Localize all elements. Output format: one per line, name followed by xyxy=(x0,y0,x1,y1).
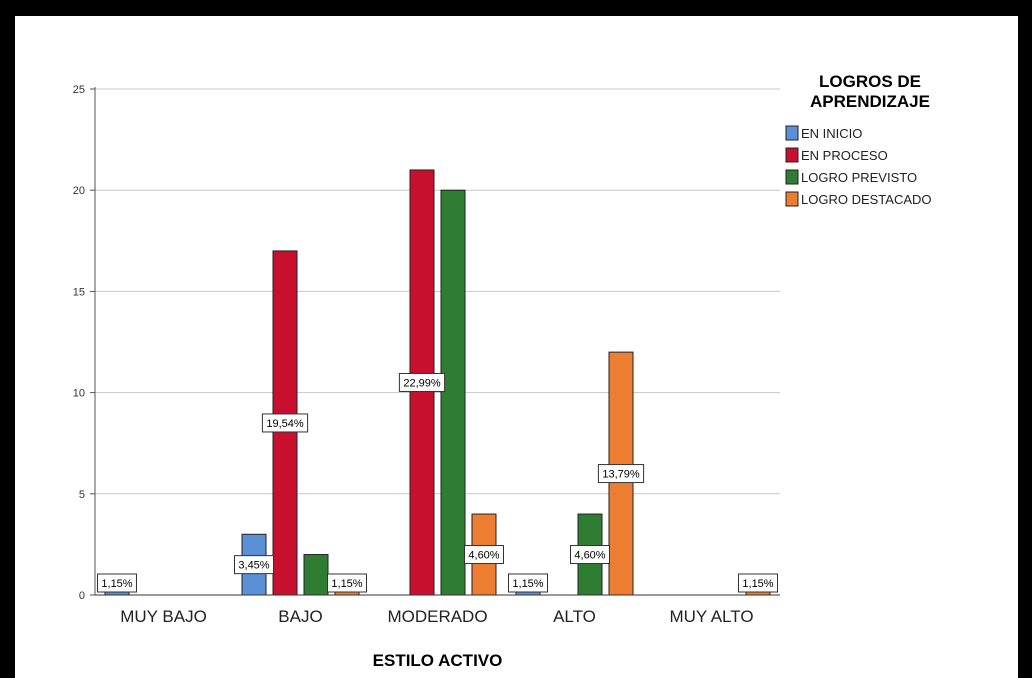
legend-swatch xyxy=(785,147,799,163)
axes xyxy=(90,87,780,596)
data-label-box xyxy=(261,413,309,433)
x-tick-label: MUY BAJO xyxy=(120,607,207,626)
data-label-text: 4,60% xyxy=(574,550,605,562)
legend-item-logro-previsto: LOGRO PREVISTO xyxy=(785,169,917,185)
legend-label: LOGRO DESTACADO xyxy=(801,192,932,207)
data-label: 4,60% xyxy=(570,545,610,565)
data-label-box xyxy=(464,545,504,565)
x-tick-label: ALTO xyxy=(553,607,596,626)
data-label-box xyxy=(327,573,367,593)
legend-swatch xyxy=(785,169,799,185)
data-label: 1,15% xyxy=(738,573,778,593)
data-label-text: 1,15% xyxy=(742,578,773,590)
x-tick-label: MODERADO xyxy=(387,607,487,626)
data-label-text: 4,60% xyxy=(468,550,499,562)
data-label: 1,15% xyxy=(327,573,367,593)
legend-item-en-proceso: EN PROCESO xyxy=(785,147,888,163)
y-tick-label: 0 xyxy=(79,590,85,602)
data-label-text: 1,15% xyxy=(512,578,543,590)
data-label-text: 13,79% xyxy=(602,469,640,481)
data-label-text: 1,15% xyxy=(331,578,362,590)
data-label: 19,54% xyxy=(261,413,309,433)
data-labels: 1,15% 3,45% 19,54% 1,15% 22,99% 4,60% 1,15% 4,6… xyxy=(97,372,778,593)
data-label-box xyxy=(234,555,274,575)
legend-title: APRENDIZAJE xyxy=(810,92,930,111)
bar-logro-previsto-2 xyxy=(440,189,466,596)
x-tick-label: BAJO xyxy=(278,607,322,626)
data-label-box xyxy=(738,573,778,593)
data-label-box xyxy=(508,573,548,593)
bar-logro-previsto-1 xyxy=(303,554,329,596)
legend-item-logro-destacado: LOGRO DESTACADO xyxy=(785,191,932,207)
legend-title: LOGROS DE xyxy=(819,72,921,91)
data-label-text: 1,15% xyxy=(101,578,132,590)
data-label-box xyxy=(398,372,446,392)
y-tick-label: 25 xyxy=(73,84,85,96)
y-tick-labels: 0 5 10 15 20 25 xyxy=(73,84,85,602)
x-tick-label: MUY ALTO xyxy=(669,607,753,626)
y-tick-label: 5 xyxy=(79,489,85,501)
y-tick-label: 20 xyxy=(73,185,85,197)
x-tick-labels: MUY BAJO BAJO MODERADO ALTO MUY ALTO xyxy=(120,607,753,626)
legend-label: EN INICIO xyxy=(801,126,862,141)
legend-label: EN PROCESO xyxy=(801,148,888,163)
data-label-text: 3,45% xyxy=(238,560,269,572)
legend-item-en-inicio: EN INICIO xyxy=(785,125,862,141)
data-label-text: 19,54% xyxy=(266,418,304,430)
gridlines xyxy=(95,88,780,495)
data-label: 1,15% xyxy=(97,573,137,593)
data-label: 1,15% xyxy=(508,573,548,593)
legend-label: LOGRO PREVISTO xyxy=(801,170,917,185)
data-label-box xyxy=(570,545,610,565)
x-axis-title: ESTILO ACTIVO xyxy=(373,651,503,670)
data-label-box xyxy=(97,573,137,593)
data-label-box xyxy=(597,464,645,484)
bar-chart: 0 5 10 15 20 25 MUY BAJO BAJO MODERADO ALTO MUY A… xyxy=(73,72,932,670)
data-label: 22,99% xyxy=(398,372,446,392)
data-label: 13,79% xyxy=(597,464,645,484)
data-label: 3,45% xyxy=(234,555,274,575)
y-tick-label: 10 xyxy=(73,388,85,400)
legend-swatch xyxy=(785,125,799,141)
data-label-text: 22,99% xyxy=(403,377,441,389)
legend-swatch xyxy=(785,191,799,207)
y-tick-label: 15 xyxy=(73,286,85,298)
data-label: 4,60% xyxy=(464,545,504,565)
